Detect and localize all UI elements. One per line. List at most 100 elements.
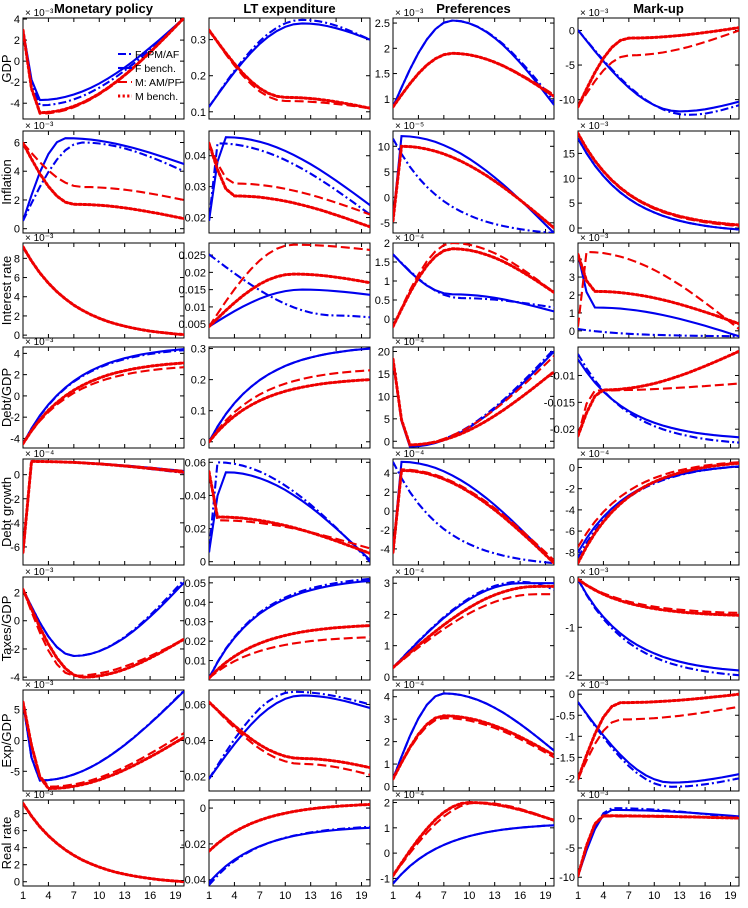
panel-r5-c4-ytick-label-2: -4 xyxy=(565,505,575,517)
panel-r2-c2-series-3 xyxy=(209,142,370,216)
panel-r1-c1-series-2 xyxy=(23,18,184,102)
panel-r7-c1-series-3 xyxy=(23,701,184,788)
panel-r8-c1-ytick-label-4: 8 xyxy=(14,809,20,821)
panel-r4-c3-ytick-label-0: 0 xyxy=(384,436,390,448)
panel-r7-c2-series-3 xyxy=(209,701,370,776)
panel-r5-c2-ytick-label-0: 0 xyxy=(200,557,206,569)
panel-r3-c4-ytick-label-1: 1 xyxy=(569,308,575,320)
panel-r1-c1-ytick-label-2: 0 xyxy=(14,56,20,68)
panel-r7-c2-ytick-label-0: 0.02 xyxy=(185,772,206,784)
panel-r7-c1-ytick-label-0: -5 xyxy=(10,766,20,778)
panel-r3-c1-frame xyxy=(22,242,185,339)
panel-r5-c3-ytick-label-1: -2 xyxy=(380,525,390,537)
panel-r6-c4-ytick-label-1: -1 xyxy=(565,622,575,634)
panel-r2-c1-frame xyxy=(22,130,185,234)
panel-r8-c4-xtick-label-1: 4 xyxy=(600,890,606,902)
panel-r6-c1-frame xyxy=(22,576,185,681)
panel-r8-c4-xtick-label-2: 7 xyxy=(626,890,632,902)
panel-r1-c4-series-3 xyxy=(578,29,739,108)
legend-label-3: M: AM/PF xyxy=(135,77,181,89)
panel-r4-c4-ytick-label-2: -0.01 xyxy=(550,370,575,382)
panel-r5-c1-ytick-label-0: -6 xyxy=(10,542,20,554)
panel-r4-c1-ytick-label-0: -4 xyxy=(10,433,20,445)
panel-r4-c4-ytick-label-0: -0.02 xyxy=(550,424,575,436)
panel-r2-c2-series-2 xyxy=(209,136,370,221)
panel-r5-c3-series-1 xyxy=(393,461,554,565)
panel-r1-c3-frame xyxy=(392,17,555,120)
panel-r2-c3-ytick-label-2: 5 xyxy=(384,167,390,179)
panel-r6-c3-frame xyxy=(392,576,555,681)
panel-r2-c1-ytick-label-1: 2 xyxy=(14,195,20,207)
panel-r5-c3-exponent: × 10⁻⁴ xyxy=(395,449,424,460)
panel-r8-c4-xtick-label-3: 10 xyxy=(648,890,660,902)
panel-r7-c1-ytick-label-2: 5 xyxy=(14,705,20,717)
panel-r1-c2-ytick-label-2: 0.3 xyxy=(191,35,206,47)
panel-r2-c2-ytick-label-2: 0.04 xyxy=(185,151,206,163)
panel-r3-c3-ytick-label-3: 1.5 xyxy=(375,257,390,269)
panel-r1-c3-ytick-label-3: 2.5 xyxy=(375,18,390,30)
panel-r1-c1-series-1 xyxy=(23,18,184,107)
panel-r6-c4-ytick-label-2: 0 xyxy=(569,574,575,586)
panel-r6-c2-series-3 xyxy=(209,636,370,679)
panel-r6-c4-exponent: × 10⁻³ xyxy=(580,567,609,578)
panel-r7-c2-series-2 xyxy=(209,694,370,780)
panel-r7-c1-series-4 xyxy=(23,700,184,791)
panel-r7-c1-frame xyxy=(22,689,185,792)
panel-r2-c2-ytick-label-1: 0.03 xyxy=(185,182,206,194)
panel-r3-c2-series-1 xyxy=(209,253,370,319)
panel-r8-c4-series-2 xyxy=(578,808,739,877)
panel-r4-c4-series-2 xyxy=(578,358,739,439)
panel-r2-c3-series-4 xyxy=(393,144,554,230)
panel-r1-c1-exponent: × 10⁻³ xyxy=(25,8,54,19)
panel-r3-c3-ytick-label-0: 0 xyxy=(384,314,390,326)
panel-r6-c3-series-2 xyxy=(393,582,554,669)
panel-r3-c2-ytick-label-3: 0.02 xyxy=(185,267,206,279)
panel-r2-c4-ytick-label-3: 15 xyxy=(563,148,575,160)
panel-r7-c4-ytick-label-1: -1.5 xyxy=(556,752,575,764)
panel-r1-c3-ytick-label-1: 1.5 xyxy=(375,69,390,81)
panel-r1-c1-frame xyxy=(22,17,185,120)
panel-r5-c4-ytick-label-1: -6 xyxy=(565,526,575,538)
panel-r8-c1-ytick-label-2: 4 xyxy=(14,843,20,855)
panel-r7-c3-ytick-label-2: 2 xyxy=(384,737,390,749)
panel-r7-c4-frame xyxy=(577,689,740,792)
panel-r1-c4-series-4 xyxy=(578,26,739,109)
panel-r7-c2-series-1 xyxy=(209,690,370,780)
panel-r4-c3-ytick-label-2: 10 xyxy=(378,391,390,403)
panel-r3-c1-ytick-label-0: 0 xyxy=(14,330,20,342)
panel-r6-c4-series-4 xyxy=(578,577,739,617)
panel-r4-c3-ytick-label-4: 20 xyxy=(378,346,390,358)
panel-r8-c4-ytick-label-1: -5 xyxy=(565,843,575,855)
panel-r6-c1-series-4 xyxy=(23,587,184,679)
panel-r6-c2-ytick-label-0: 0.01 xyxy=(185,656,206,668)
panel-r8-c3-xtick-label-2: 7 xyxy=(441,890,447,902)
panel-r3-c3-exponent: × 10⁻⁴ xyxy=(395,233,424,244)
panel-r8-c3-ytick-label-2: 1 xyxy=(384,823,390,835)
panel-r7-c2-ytick-label-1: 0.04 xyxy=(185,736,206,748)
panel-r8-c2-ytick-label-1: -0.02 xyxy=(181,839,206,851)
panel-r6-c4-ytick-label-0: -2 xyxy=(565,670,575,682)
panel-r5-c2-series-4 xyxy=(209,470,370,555)
panel-r3-c4-series-3 xyxy=(578,250,739,330)
panel-r5-c1-ytick-label-2: -2 xyxy=(10,494,20,506)
panel-r8-c2-xtick-label-1: 4 xyxy=(231,890,237,902)
legend-label-2: F bench. xyxy=(135,63,176,75)
panel-r4-c1-ytick-label-4: 4 xyxy=(14,348,20,360)
panel-r2-c4-series-4 xyxy=(578,132,739,227)
panel-r3-c2-ytick-label-4: 0.025 xyxy=(178,250,206,262)
panel-r8-c4-xtick-label-0: 1 xyxy=(575,890,581,902)
panel-r6-c3-exponent: × 10⁻⁴ xyxy=(395,567,424,578)
panel-r1-c4-exponent: × 10⁻³ xyxy=(580,8,609,19)
panel-r4-c2-series-4 xyxy=(209,378,370,444)
panel-r8-c1-ytick-label-3: 6 xyxy=(14,826,20,838)
panel-r8-c2-frame xyxy=(208,799,371,887)
panel-r5-c4-ytick-label-4: 0 xyxy=(569,462,575,474)
panel-r2-c3-series-1 xyxy=(393,138,554,233)
panel-r6-c3-series-3 xyxy=(393,593,554,669)
panel-r6-c1-ytick-label-2: 0 xyxy=(14,616,20,628)
panel-r6-c3-series-4 xyxy=(393,584,554,670)
panel-r6-c1-ytick-label-1: -2 xyxy=(10,644,20,656)
panel-r4-c3-exponent: × 10⁻⁴ xyxy=(395,337,424,348)
panel-r6-c2-ytick-label-4: 0.05 xyxy=(185,578,206,590)
